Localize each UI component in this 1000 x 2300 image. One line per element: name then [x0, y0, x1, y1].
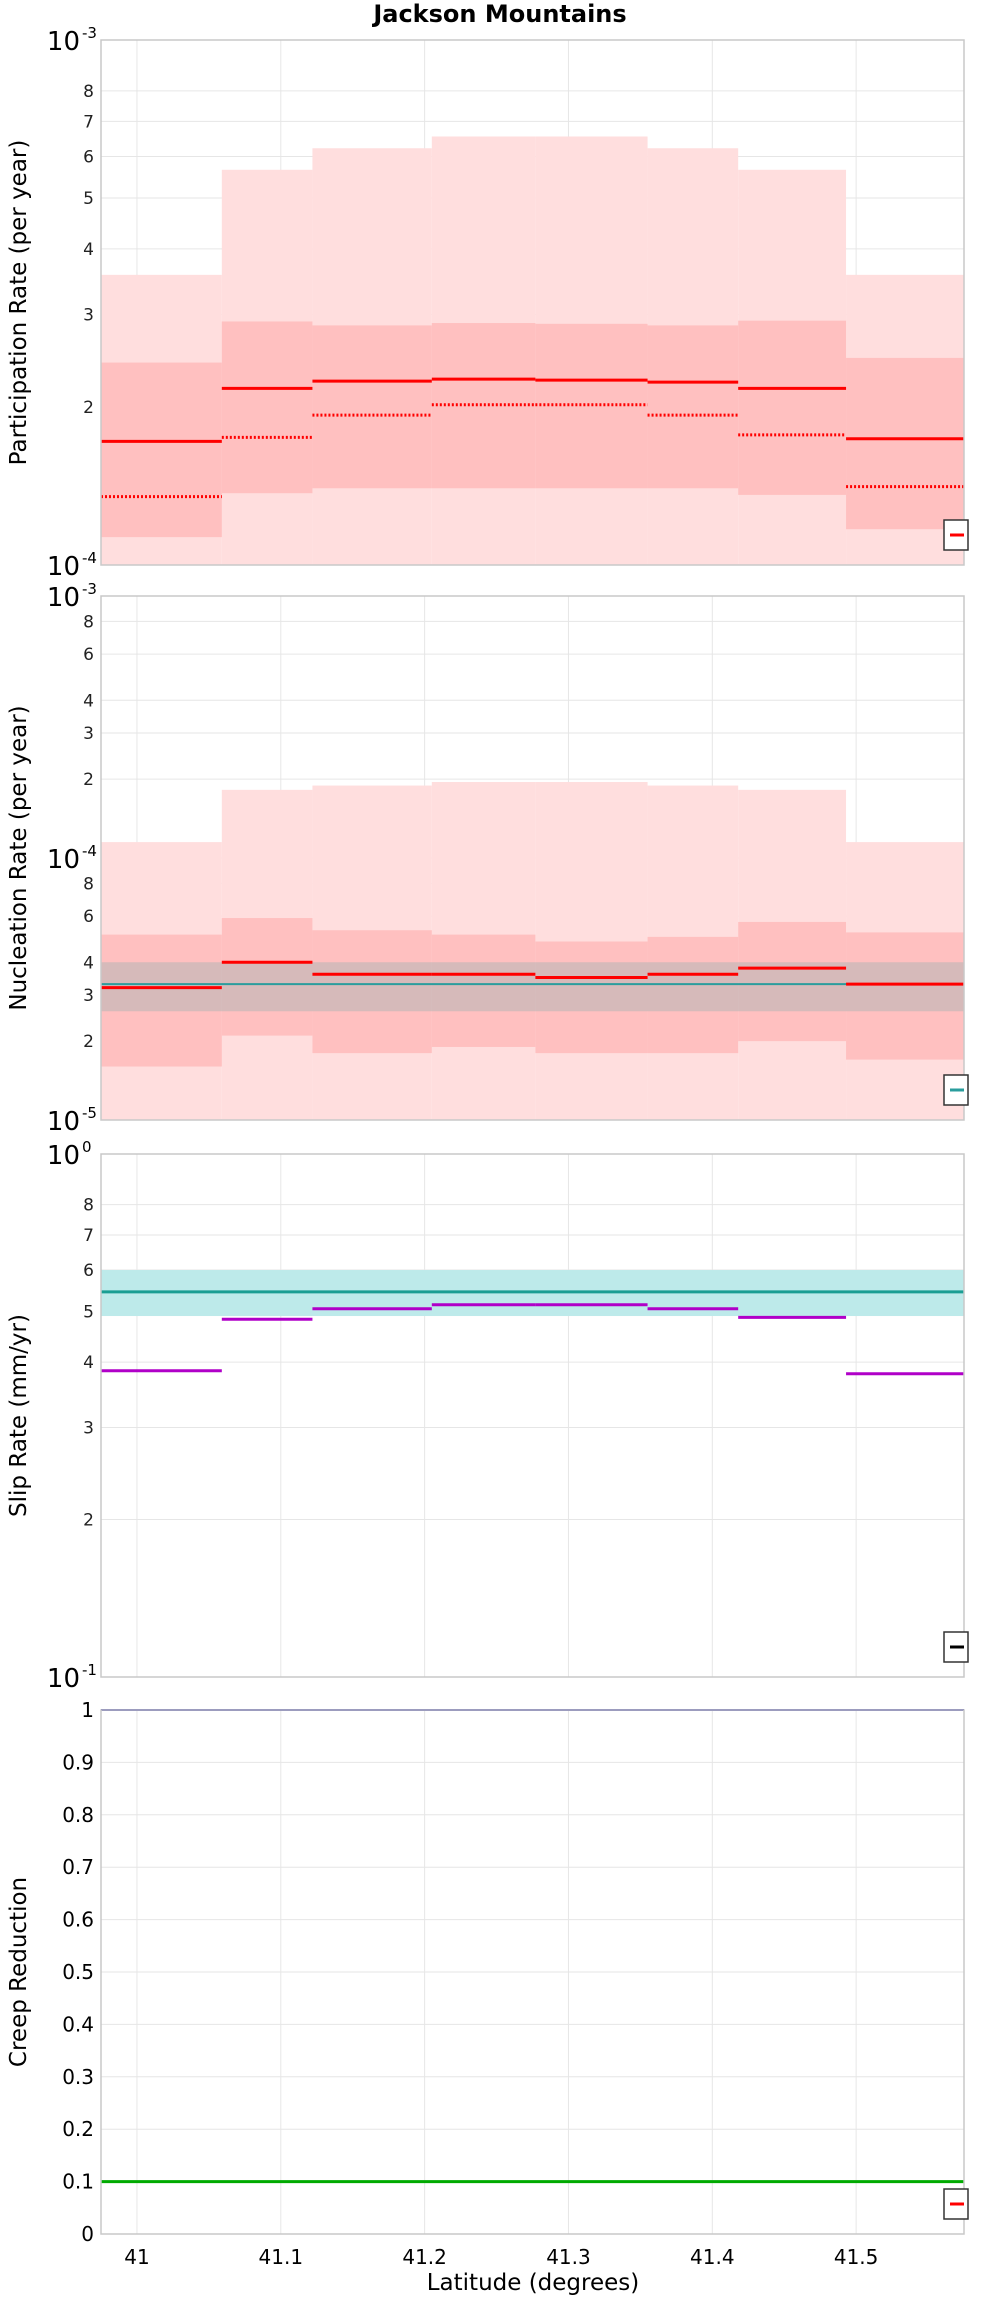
y-tick-exponent: -4 [82, 549, 97, 567]
y-axis-label: Creep Reduction [6, 1877, 32, 2067]
y-tick-label: 2 [83, 398, 94, 418]
plot-area [101, 1154, 964, 1677]
y-tick-label: 0.6 [62, 1908, 94, 1932]
y-tick-exponent: 0 [82, 1138, 92, 1156]
y-tick-label: 6 [83, 147, 94, 167]
panel-creep: 0 0.1 0.2 0.3 0.4 0.5 0.6 0.7 0.8 0.9 1 Creep Reduc… [6, 1698, 969, 2269]
y-tick-exponent: -3 [82, 24, 97, 42]
legend [943, 1074, 969, 1106]
y-tick-label: 0.2 [62, 2117, 94, 2141]
y-tick-label: 0.3 [62, 2065, 94, 2089]
y-tick-label: 8 [83, 612, 94, 632]
y-tick-label: 4 [83, 1353, 94, 1373]
x-tick-label: 41.5 [834, 2245, 879, 2269]
y-tick-label: 2 [83, 1032, 94, 1052]
y-tick-label: 10 [47, 27, 80, 57]
y-tick-label: 0.8 [62, 1803, 94, 1827]
confidence-band-68 [312, 325, 432, 489]
plot-frame [100, 1153, 965, 1678]
y-tick-label: 3 [83, 1418, 94, 1438]
reference-band [101, 962, 964, 1012]
y-tick-label: 0.4 [62, 2012, 94, 2036]
chart-title: Jackson Mountains [371, 0, 626, 28]
legend [943, 1631, 969, 1663]
plot-frame [100, 1709, 965, 2235]
y-tick-label: 2 [83, 770, 94, 790]
x-tick-label: 41.1 [259, 2245, 304, 2269]
y-tick-label: 0.7 [62, 1855, 94, 1879]
y-tick-label: 10 [47, 845, 80, 875]
y-tick-label: 6 [83, 907, 94, 927]
y-tick-exponent: -4 [82, 842, 97, 860]
y-tick-label: 10 [47, 552, 80, 582]
y-tick-label: 1 [81, 1698, 94, 1722]
y-tick-label: 10 [47, 1141, 80, 1171]
confidence-band-68 [846, 357, 964, 530]
y-tick-label: 4 [83, 240, 94, 260]
y-tick-label: 8 [83, 82, 94, 102]
y-tick-label: 0.9 [62, 1750, 94, 1774]
y-tick-label: 10 [47, 1107, 80, 1137]
legend [943, 519, 969, 551]
plot-frame [100, 595, 965, 1121]
x-axis-label: Latitude (degrees) [427, 2270, 640, 2296]
y-tick-label: 2 [83, 1511, 94, 1531]
confidence-band-68 [647, 325, 739, 489]
y-tick-label: 7 [83, 1226, 94, 1246]
y-tick-label: 6 [83, 645, 94, 665]
legend [943, 2188, 969, 2220]
y-axis-label: Nucleation Rate (per year) [6, 705, 32, 1010]
y-tick-label: 6 [83, 1261, 94, 1281]
y-tick-label: 10 [47, 583, 80, 613]
y-axis-label: Slip Rate (mm/yr) [6, 1314, 32, 1517]
y-tick-label: 0.1 [62, 2170, 94, 2194]
y-tick-label: 3 [83, 724, 94, 744]
y-tick-label: 3 [83, 306, 94, 326]
y-tick-exponent: -1 [82, 1661, 97, 1679]
y-tick-exponent: -3 [82, 580, 97, 598]
y-tick-label: 8 [83, 874, 94, 894]
y-tick-label: 0 [81, 2222, 94, 2246]
y-tick-label: 10 [47, 1664, 80, 1694]
y-tick-label: 4 [83, 691, 94, 711]
y-tick-label: 7 [83, 112, 94, 132]
x-tick-label: 41.4 [690, 2245, 735, 2269]
confidence-band-68 [101, 362, 222, 538]
y-tick-label: 5 [83, 189, 94, 209]
y-tick-label: 5 [83, 1302, 94, 1322]
x-tick-label: 41.2 [402, 2245, 447, 2269]
y-tick-label: 4 [83, 953, 94, 973]
y-tick-label: 3 [83, 986, 94, 1006]
x-tick-label: 41.3 [546, 2245, 591, 2269]
plot-frame [100, 39, 965, 566]
y-axis-label: Participation Rate (per year) [6, 140, 32, 466]
x-tick-label: 41 [124, 2245, 149, 2269]
confidence-band-68 [738, 320, 847, 495]
confidence-band-68 [221, 321, 313, 494]
y-tick-label: 0.5 [62, 1960, 94, 1984]
y-tick-exponent: -5 [82, 1104, 97, 1122]
y-tick-label: 8 [83, 1196, 94, 1216]
